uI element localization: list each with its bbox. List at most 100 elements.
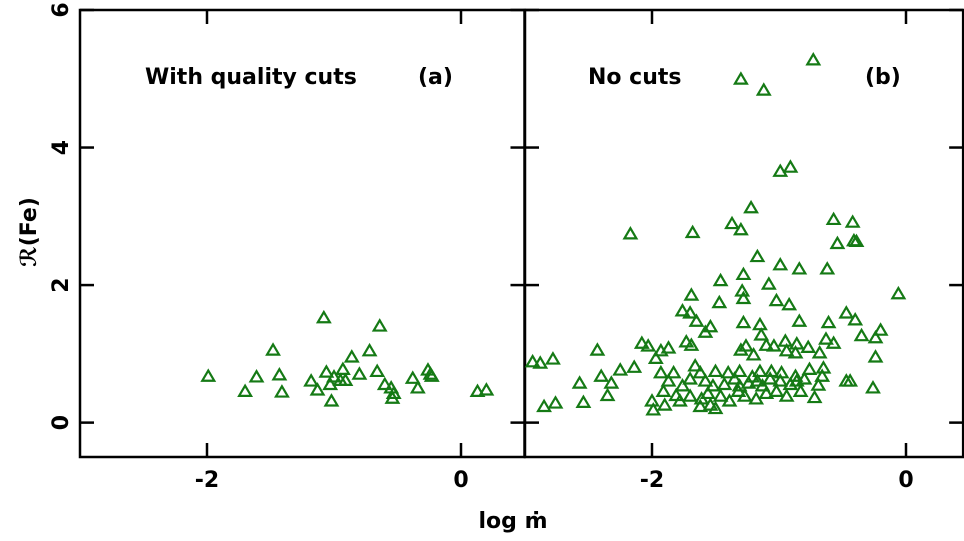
- data-point: [697, 373, 714, 387]
- data-point: [735, 314, 752, 329]
- data-point: [571, 375, 588, 389]
- data-point: [237, 383, 254, 397]
- data-point: [787, 368, 804, 382]
- data-point: [825, 211, 842, 226]
- data-point: [351, 366, 368, 380]
- data-point: [755, 82, 772, 96]
- data-point: [847, 311, 864, 326]
- data-point: [867, 329, 884, 344]
- data-point: [743, 199, 759, 214]
- data-point: [326, 369, 342, 383]
- data-point: [532, 355, 549, 369]
- y-tick-label: 2: [49, 277, 74, 292]
- data-point: [593, 368, 610, 382]
- data-point: [752, 363, 768, 378]
- data-point: [684, 224, 701, 239]
- data-point: [792, 383, 809, 397]
- data-point: [825, 335, 842, 349]
- data-point: [322, 376, 339, 391]
- data-point: [787, 344, 804, 359]
- data-point: [683, 287, 700, 301]
- data-point: [735, 290, 752, 305]
- data-point: [376, 376, 393, 391]
- data-point: [890, 285, 907, 300]
- data-point: [732, 221, 749, 236]
- data-point: [806, 389, 823, 404]
- y-axis-label: ℛ(Fe): [17, 197, 42, 267]
- x-tick-label: -2: [195, 468, 219, 493]
- data-point: [647, 350, 664, 364]
- data-point: [772, 256, 789, 271]
- y-tick-label: 4: [49, 140, 74, 155]
- data-point: [524, 353, 541, 368]
- data-point: [612, 362, 629, 376]
- data-point: [265, 342, 281, 356]
- data-point: [699, 385, 716, 400]
- panel-frame: [523, 8, 964, 459]
- data-point: [753, 327, 770, 341]
- data-point: [872, 322, 889, 336]
- data-point: [777, 333, 794, 347]
- data-point: [758, 385, 775, 400]
- data-point: [633, 335, 650, 349]
- data-point: [788, 373, 805, 387]
- data-point: [765, 338, 782, 352]
- data-point: [712, 388, 729, 402]
- data-point: [844, 214, 861, 228]
- x-axis-label: log ṁ: [479, 509, 548, 534]
- data-point: [599, 387, 616, 402]
- data-point: [735, 266, 752, 281]
- data-point: [796, 371, 813, 385]
- data-point: [838, 305, 855, 319]
- data-point: [575, 394, 592, 408]
- data-point: [724, 215, 740, 230]
- data-point: [749, 373, 766, 387]
- data-point: [772, 373, 789, 387]
- data-point: [660, 373, 677, 387]
- data-point: [688, 313, 705, 327]
- panel-label: (b): [865, 65, 901, 90]
- data-point: [800, 339, 817, 353]
- data-point: [731, 363, 748, 378]
- data-point: [640, 338, 657, 352]
- data-point: [404, 370, 421, 384]
- data-point: [674, 303, 691, 317]
- data-point: [656, 397, 673, 411]
- data-point: [683, 337, 700, 351]
- data-point: [791, 261, 808, 275]
- data-point: [811, 344, 828, 359]
- data-point: [665, 364, 682, 379]
- data-point: [853, 327, 870, 342]
- data-point: [652, 364, 669, 379]
- data-point: [731, 377, 748, 392]
- data-point: [323, 393, 340, 407]
- data-point: [865, 380, 881, 394]
- data-point: [829, 235, 846, 250]
- data-point: [815, 360, 832, 374]
- data-point: [805, 52, 822, 66]
- data-point: [705, 377, 721, 392]
- data-point: [818, 331, 834, 345]
- x-tick-label: 0: [453, 468, 468, 493]
- panel-label: (a): [418, 65, 453, 90]
- data-point: [772, 163, 789, 177]
- data-point: [692, 398, 709, 413]
- data-point: [547, 395, 564, 409]
- data-point: [693, 391, 710, 405]
- data-point: [274, 384, 290, 398]
- data-point: [848, 233, 865, 248]
- data-point: [692, 364, 709, 379]
- data-point: [702, 318, 719, 333]
- x-tick-label: -2: [640, 468, 664, 493]
- data-point: [309, 382, 326, 396]
- data-point: [820, 314, 837, 329]
- data-point: [682, 305, 699, 319]
- data-point: [200, 368, 217, 382]
- data-point: [371, 318, 388, 332]
- data-point: [687, 358, 704, 372]
- data-point: [738, 338, 754, 352]
- data-point: [545, 351, 561, 365]
- data-point: [726, 371, 743, 385]
- data-point: [732, 71, 749, 85]
- data-point: [589, 342, 606, 356]
